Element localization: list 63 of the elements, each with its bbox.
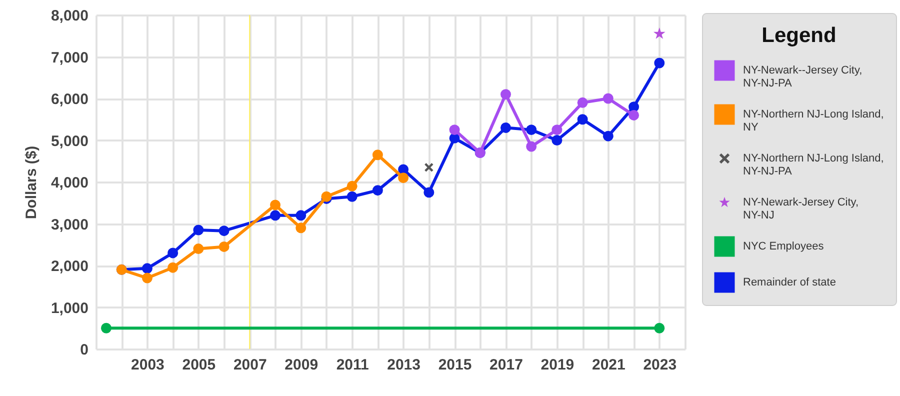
point (654, 322, 665, 334)
point (628, 110, 640, 120)
point (526, 124, 537, 136)
point (142, 263, 152, 274)
point (218, 226, 230, 236)
y-tick-label: 3,000 (50, 216, 88, 234)
point (296, 222, 306, 234)
point (654, 58, 665, 68)
point (552, 135, 562, 146)
y-tick-label: 7,000 (50, 49, 88, 66)
point (602, 93, 614, 104)
point (653, 28, 666, 39)
point (142, 272, 152, 284)
x-tick-label: 2015 (438, 356, 472, 374)
point (372, 150, 383, 160)
point (218, 241, 230, 252)
x-tick-label: 2019 (540, 356, 574, 374)
legend-label: NY-Newark-Jersey City, NY-NJ (743, 196, 859, 222)
point (577, 97, 588, 108)
x-tick-label: 2007 (233, 356, 267, 374)
x-tick-label: 2023 (643, 356, 677, 374)
point (296, 210, 306, 221)
point (346, 191, 358, 202)
point (193, 244, 204, 254)
point (270, 210, 281, 221)
x-tick-label: 2009 (284, 356, 318, 374)
point (602, 130, 614, 142)
y-tick-label: 2,000 (50, 258, 88, 275)
y-tick-label: 8,000 (50, 8, 88, 24)
legend-title: Legend (762, 24, 836, 47)
point (449, 124, 460, 136)
point (372, 185, 383, 196)
point (526, 141, 537, 152)
y-axis-title: Dollars ($) (22, 146, 40, 220)
point (193, 224, 204, 236)
legend-label: NY-Newark--Jersey City, NY-NJ-PA (743, 64, 862, 90)
point (101, 322, 112, 334)
y-tick-label: 6,000 (50, 91, 88, 108)
x-tick-label: 2003 (131, 356, 164, 374)
point (424, 163, 434, 172)
y-tick-label: 5,000 (50, 132, 88, 150)
legend-label: Remainder of state (743, 276, 836, 288)
legend-label: NYC Employees (743, 240, 824, 252)
point (270, 200, 281, 210)
legend-label: NY-Northern NJ-Long Island, NY-NJ-PA (743, 152, 884, 178)
y-tick-label: 0 (80, 342, 88, 358)
point (577, 114, 588, 125)
point (398, 172, 409, 184)
point (500, 89, 511, 100)
point (552, 124, 562, 136)
x-tick-label: 2011 (336, 356, 369, 374)
point (168, 248, 178, 258)
y-tick-label: 1,000 (50, 300, 88, 317)
x-tick-label: 2005 (182, 356, 216, 374)
legend-label: NY-Northern NJ-Long Island, NY (743, 108, 884, 134)
y-tick-label: 4,000 (50, 174, 88, 192)
point (168, 262, 178, 273)
point (424, 187, 434, 198)
x-tick-label: 2017 (490, 356, 523, 374)
point (500, 122, 511, 133)
x-tick-label: 2021 (592, 356, 626, 374)
point (346, 180, 358, 192)
x-tick-label: 2013 (387, 356, 420, 374)
